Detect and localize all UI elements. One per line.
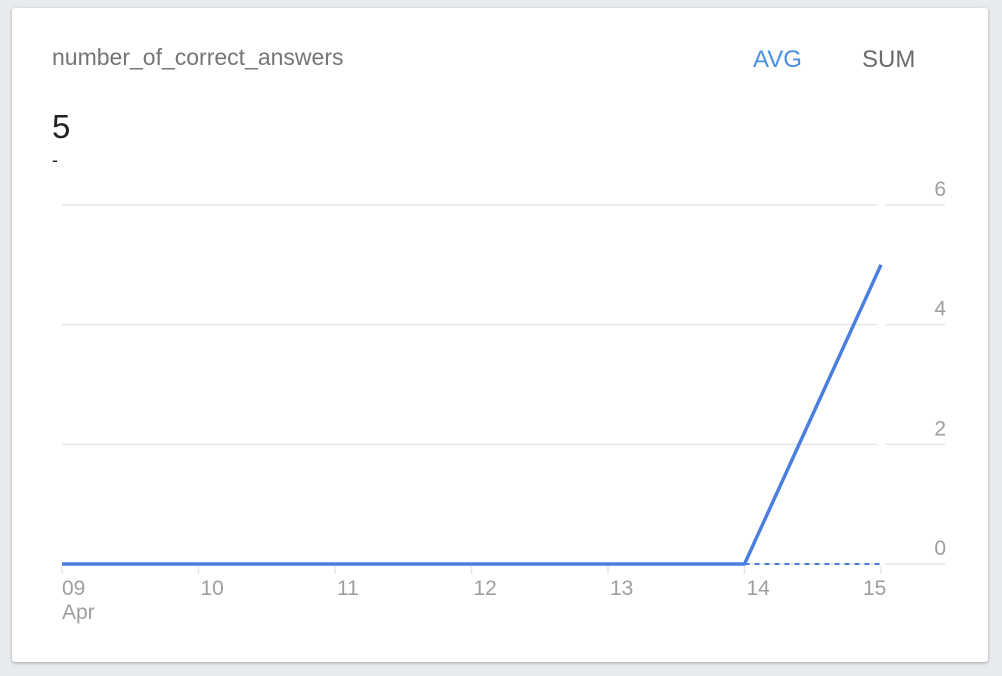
x-tick-label: 15 [863, 577, 886, 600]
x-month-label: Apr [62, 601, 95, 624]
y-tick-label: 6 [934, 178, 946, 201]
metric-card: number_of_correct_answers AVG SUM 5 - [12, 8, 988, 662]
metric-title: number_of_correct_answers [52, 44, 344, 70]
x-tick-label: 11 [337, 577, 359, 600]
avg-toggle[interactable]: AVG [753, 46, 802, 73]
y-tick-label: 0 [934, 537, 946, 560]
metric-delta: - [52, 150, 58, 170]
metric-value: 5 [52, 108, 71, 145]
x-tick-label: 13 [610, 577, 633, 600]
sum-toggle[interactable]: SUM [862, 46, 916, 73]
x-tick-label: 12 [474, 577, 497, 600]
x-tick-label: 10 [201, 577, 224, 600]
y-tick-label: 4 [934, 298, 946, 321]
y-tick-label: 2 [934, 417, 946, 440]
x-tick-label: 09 [62, 577, 85, 600]
x-tick-label: 14 [747, 577, 771, 600]
series-line [62, 264, 883, 566]
